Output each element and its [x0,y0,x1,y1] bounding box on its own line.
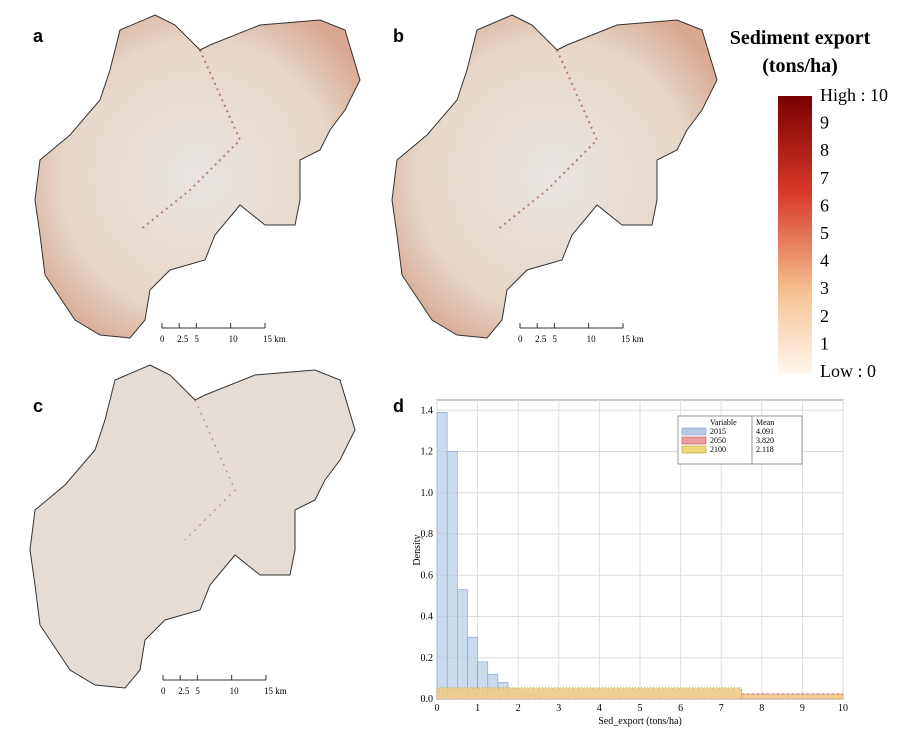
color-bar-label: 9 [820,113,829,133]
scale-label: 0 [160,334,165,344]
x-tick-label: 7 [719,703,724,714]
legend-title: Sediment export [730,27,871,49]
histogram-bar [742,695,844,699]
y-tick-label: 1.4 [421,405,434,416]
legend-title: (tons/ha) [762,55,838,77]
color-bar-label: Low : 0 [820,361,876,381]
x-tick-label: 6 [678,703,683,714]
color-bar-label: 6 [820,195,829,215]
map-c [30,365,355,688]
scale-label: 2.5 [177,334,189,344]
y-tick-label: 0.6 [421,570,434,581]
panel-label: d [393,396,404,416]
scale-label: 15 km [264,686,287,696]
scale-label: 0 [161,686,166,696]
histogram-bar [447,452,457,699]
histogram-bar [437,688,742,699]
scale-label: 0 [518,334,523,344]
legend-swatch [682,446,706,453]
x-tick-label: 9 [800,703,805,714]
legend-mean: 2.118 [756,445,774,454]
scale-label: 10 [230,686,240,696]
x-tick-label: 5 [638,703,643,714]
x-tick-label: 2 [516,703,521,714]
color-bar-label: 7 [820,168,829,188]
x-tick-label: 10 [838,703,848,714]
scale-label: 2.5 [178,686,190,696]
histogram-bar [437,412,447,699]
scale-label: 5 [552,334,557,344]
x-tick-label: 8 [759,703,764,714]
map-b [392,15,717,338]
y-tick-label: 1.2 [421,447,434,458]
histogram-bar [457,590,467,699]
x-tick-label: 4 [597,703,602,714]
scale-label: 10 [587,334,597,344]
panel-label: a [33,26,44,46]
scale-label: 2.5 [535,334,547,344]
scale-label: 15 km [621,334,644,344]
scale-label: 5 [195,686,200,696]
x-tick-label: 1 [475,703,480,714]
legend-mean: 4.091 [756,427,774,436]
color-bar-label: 4 [820,251,829,271]
legend-swatch [682,437,706,444]
y-tick-label: 1.0 [421,488,434,499]
color-bar [778,96,812,374]
legend-swatch [682,428,706,435]
legend-mean: 3.820 [756,436,774,445]
color-bar-label: 2 [820,306,829,326]
panel-label: b [393,26,404,46]
y-tick-label: 0.4 [421,612,434,623]
x-tick-label: 3 [556,703,561,714]
scale-label: 5 [194,334,199,344]
legend-header: Variable [710,418,737,427]
color-bar-label: 1 [820,333,829,353]
map-a [35,15,360,338]
legend-label: 2050 [710,436,726,445]
color-bar-label: High : 10 [820,85,888,105]
y-tick-label: 0.2 [421,653,434,664]
figure: Sediment export (tons/ha) High : 10 9 8 7 6 5… [0,0,903,731]
scale-label: 15 km [263,334,286,344]
x-axis-label: Sed_export (tons/ha) [598,716,682,727]
legend-header: Mean [756,418,774,427]
color-bar-label: 8 [820,140,829,160]
color-bar-label: 3 [820,278,829,298]
y-axis-label: Density [412,534,423,565]
y-tick-label: 0.0 [421,694,434,705]
panel-label: c [33,396,43,416]
scale-label: 10 [229,334,239,344]
legend-label: 2015 [710,427,726,436]
color-bar-label: 5 [820,223,829,243]
legend-label: 2100 [710,445,726,454]
x-tick-label: 0 [435,703,440,714]
